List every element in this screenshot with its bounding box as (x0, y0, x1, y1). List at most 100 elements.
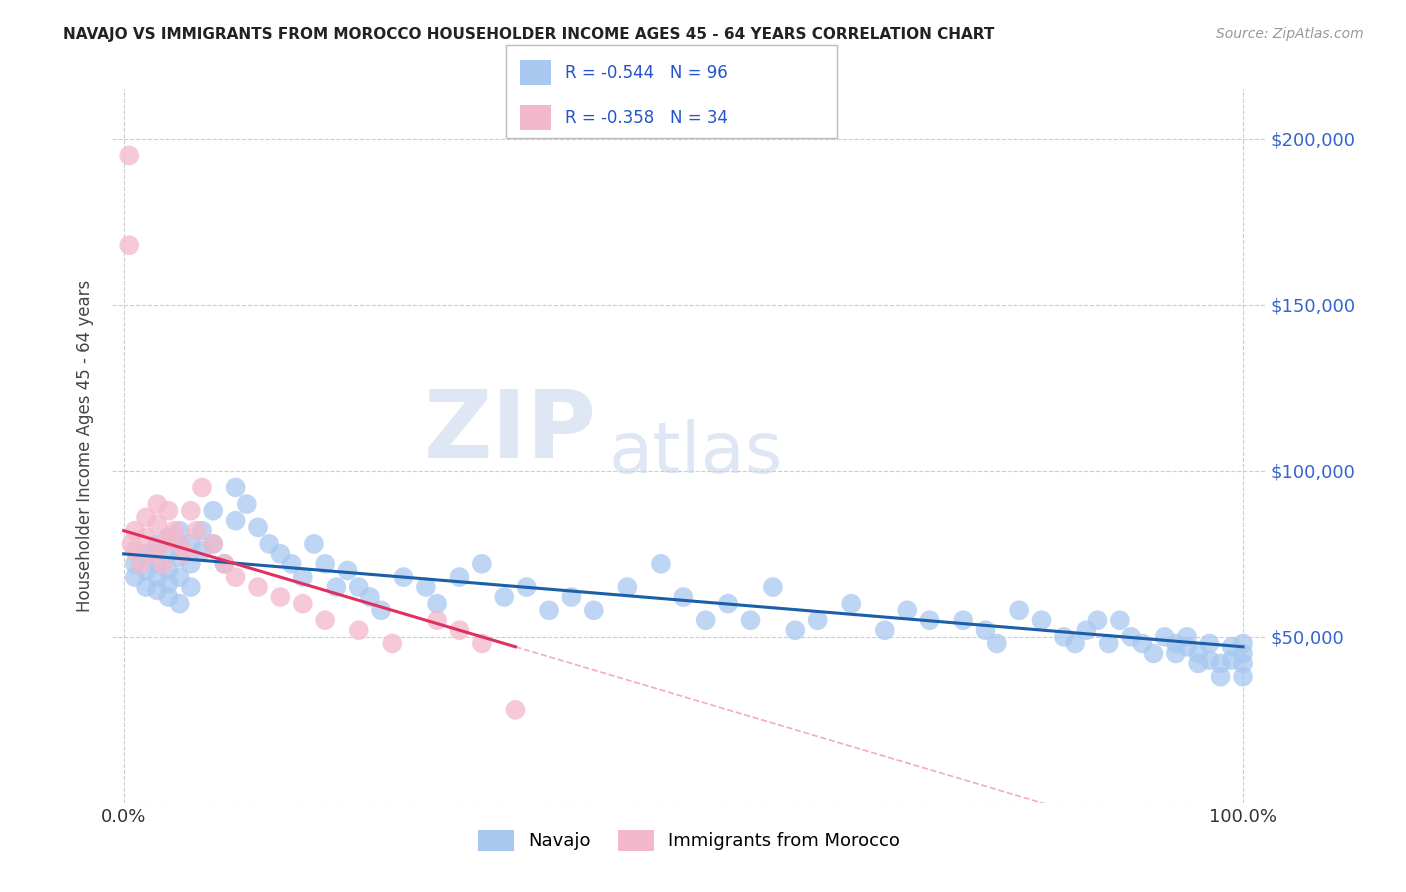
Point (740, 613, 762, 627)
Point (449, 570, 471, 584)
Point (1130, 636, 1153, 650)
Point (157, 504, 180, 518)
Point (1198, 653, 1220, 667)
Point (415, 580, 437, 594)
Point (1164, 636, 1187, 650)
Point (146, 537, 169, 551)
Point (180, 537, 202, 551)
Point (146, 557, 169, 571)
Point (169, 597, 191, 611)
Point (695, 613, 717, 627)
Point (325, 580, 347, 594)
Point (873, 624, 896, 638)
Point (157, 590, 180, 604)
Point (494, 590, 516, 604)
Point (1076, 624, 1098, 638)
Text: R = -0.544   N = 96: R = -0.544 N = 96 (565, 63, 728, 82)
Point (186, 524, 208, 538)
Point (202, 504, 225, 518)
Point (336, 564, 359, 578)
Point (180, 557, 202, 571)
Point (135, 530, 157, 544)
Point (291, 570, 314, 584)
Point (1153, 630, 1175, 644)
Point (471, 557, 494, 571)
Point (1187, 657, 1209, 671)
Point (1175, 640, 1198, 654)
Point (174, 547, 197, 561)
Point (225, 514, 247, 528)
Point (582, 603, 605, 617)
Point (169, 537, 191, 551)
Y-axis label: Householder Income Ages 45 - 64 years: Householder Income Ages 45 - 64 years (76, 280, 94, 612)
Point (269, 590, 291, 604)
Text: NAVAJO VS IMMIGRANTS FROM MOROCCO HOUSEHOLDER INCOME AGES 45 - 64 YEARS CORRELAT: NAVAJO VS IMMIGRANTS FROM MOROCCO HOUSEH… (63, 27, 994, 42)
Point (359, 590, 381, 604)
Point (650, 557, 672, 571)
Point (1064, 636, 1087, 650)
Point (214, 557, 236, 571)
Point (1098, 636, 1121, 650)
Point (1198, 636, 1220, 650)
Point (762, 580, 785, 594)
Point (163, 524, 186, 538)
Point (152, 537, 174, 551)
Point (560, 590, 582, 604)
Point (314, 557, 336, 571)
Point (157, 530, 180, 544)
Point (1209, 657, 1232, 671)
Point (1164, 647, 1187, 661)
Point (146, 570, 169, 584)
Point (1232, 636, 1254, 650)
Point (157, 547, 180, 561)
Point (807, 613, 830, 627)
Point (1220, 653, 1243, 667)
Point (347, 624, 370, 638)
Point (124, 543, 146, 558)
Point (146, 516, 169, 531)
Point (381, 636, 404, 650)
Point (1119, 630, 1142, 644)
Point (191, 524, 214, 538)
Point (246, 580, 269, 594)
Point (124, 557, 146, 571)
Point (118, 238, 141, 252)
Point (202, 537, 225, 551)
Point (118, 148, 141, 162)
Point (370, 603, 392, 617)
Point (225, 570, 247, 584)
Point (135, 580, 157, 594)
Point (785, 624, 807, 638)
Point (1232, 670, 1254, 684)
Point (129, 557, 152, 571)
Point (236, 497, 259, 511)
Point (1142, 647, 1164, 661)
Point (135, 510, 157, 524)
Point (269, 547, 291, 561)
Point (952, 613, 974, 627)
Point (157, 564, 180, 578)
Point (157, 530, 180, 544)
Point (225, 481, 247, 495)
Point (246, 520, 269, 534)
Point (146, 497, 169, 511)
Point (280, 557, 302, 571)
Point (124, 524, 146, 538)
Point (135, 547, 157, 561)
Text: R = -0.358   N = 34: R = -0.358 N = 34 (565, 109, 728, 127)
Point (135, 564, 157, 578)
Point (347, 580, 370, 594)
Point (214, 557, 236, 571)
Point (169, 537, 191, 551)
Point (1209, 670, 1232, 684)
Point (392, 570, 415, 584)
Point (180, 580, 202, 594)
Point (257, 537, 280, 551)
Point (918, 613, 941, 627)
Point (426, 613, 449, 627)
Point (291, 597, 314, 611)
Point (516, 580, 538, 594)
Point (314, 613, 336, 627)
Point (180, 504, 202, 518)
Point (169, 570, 191, 584)
